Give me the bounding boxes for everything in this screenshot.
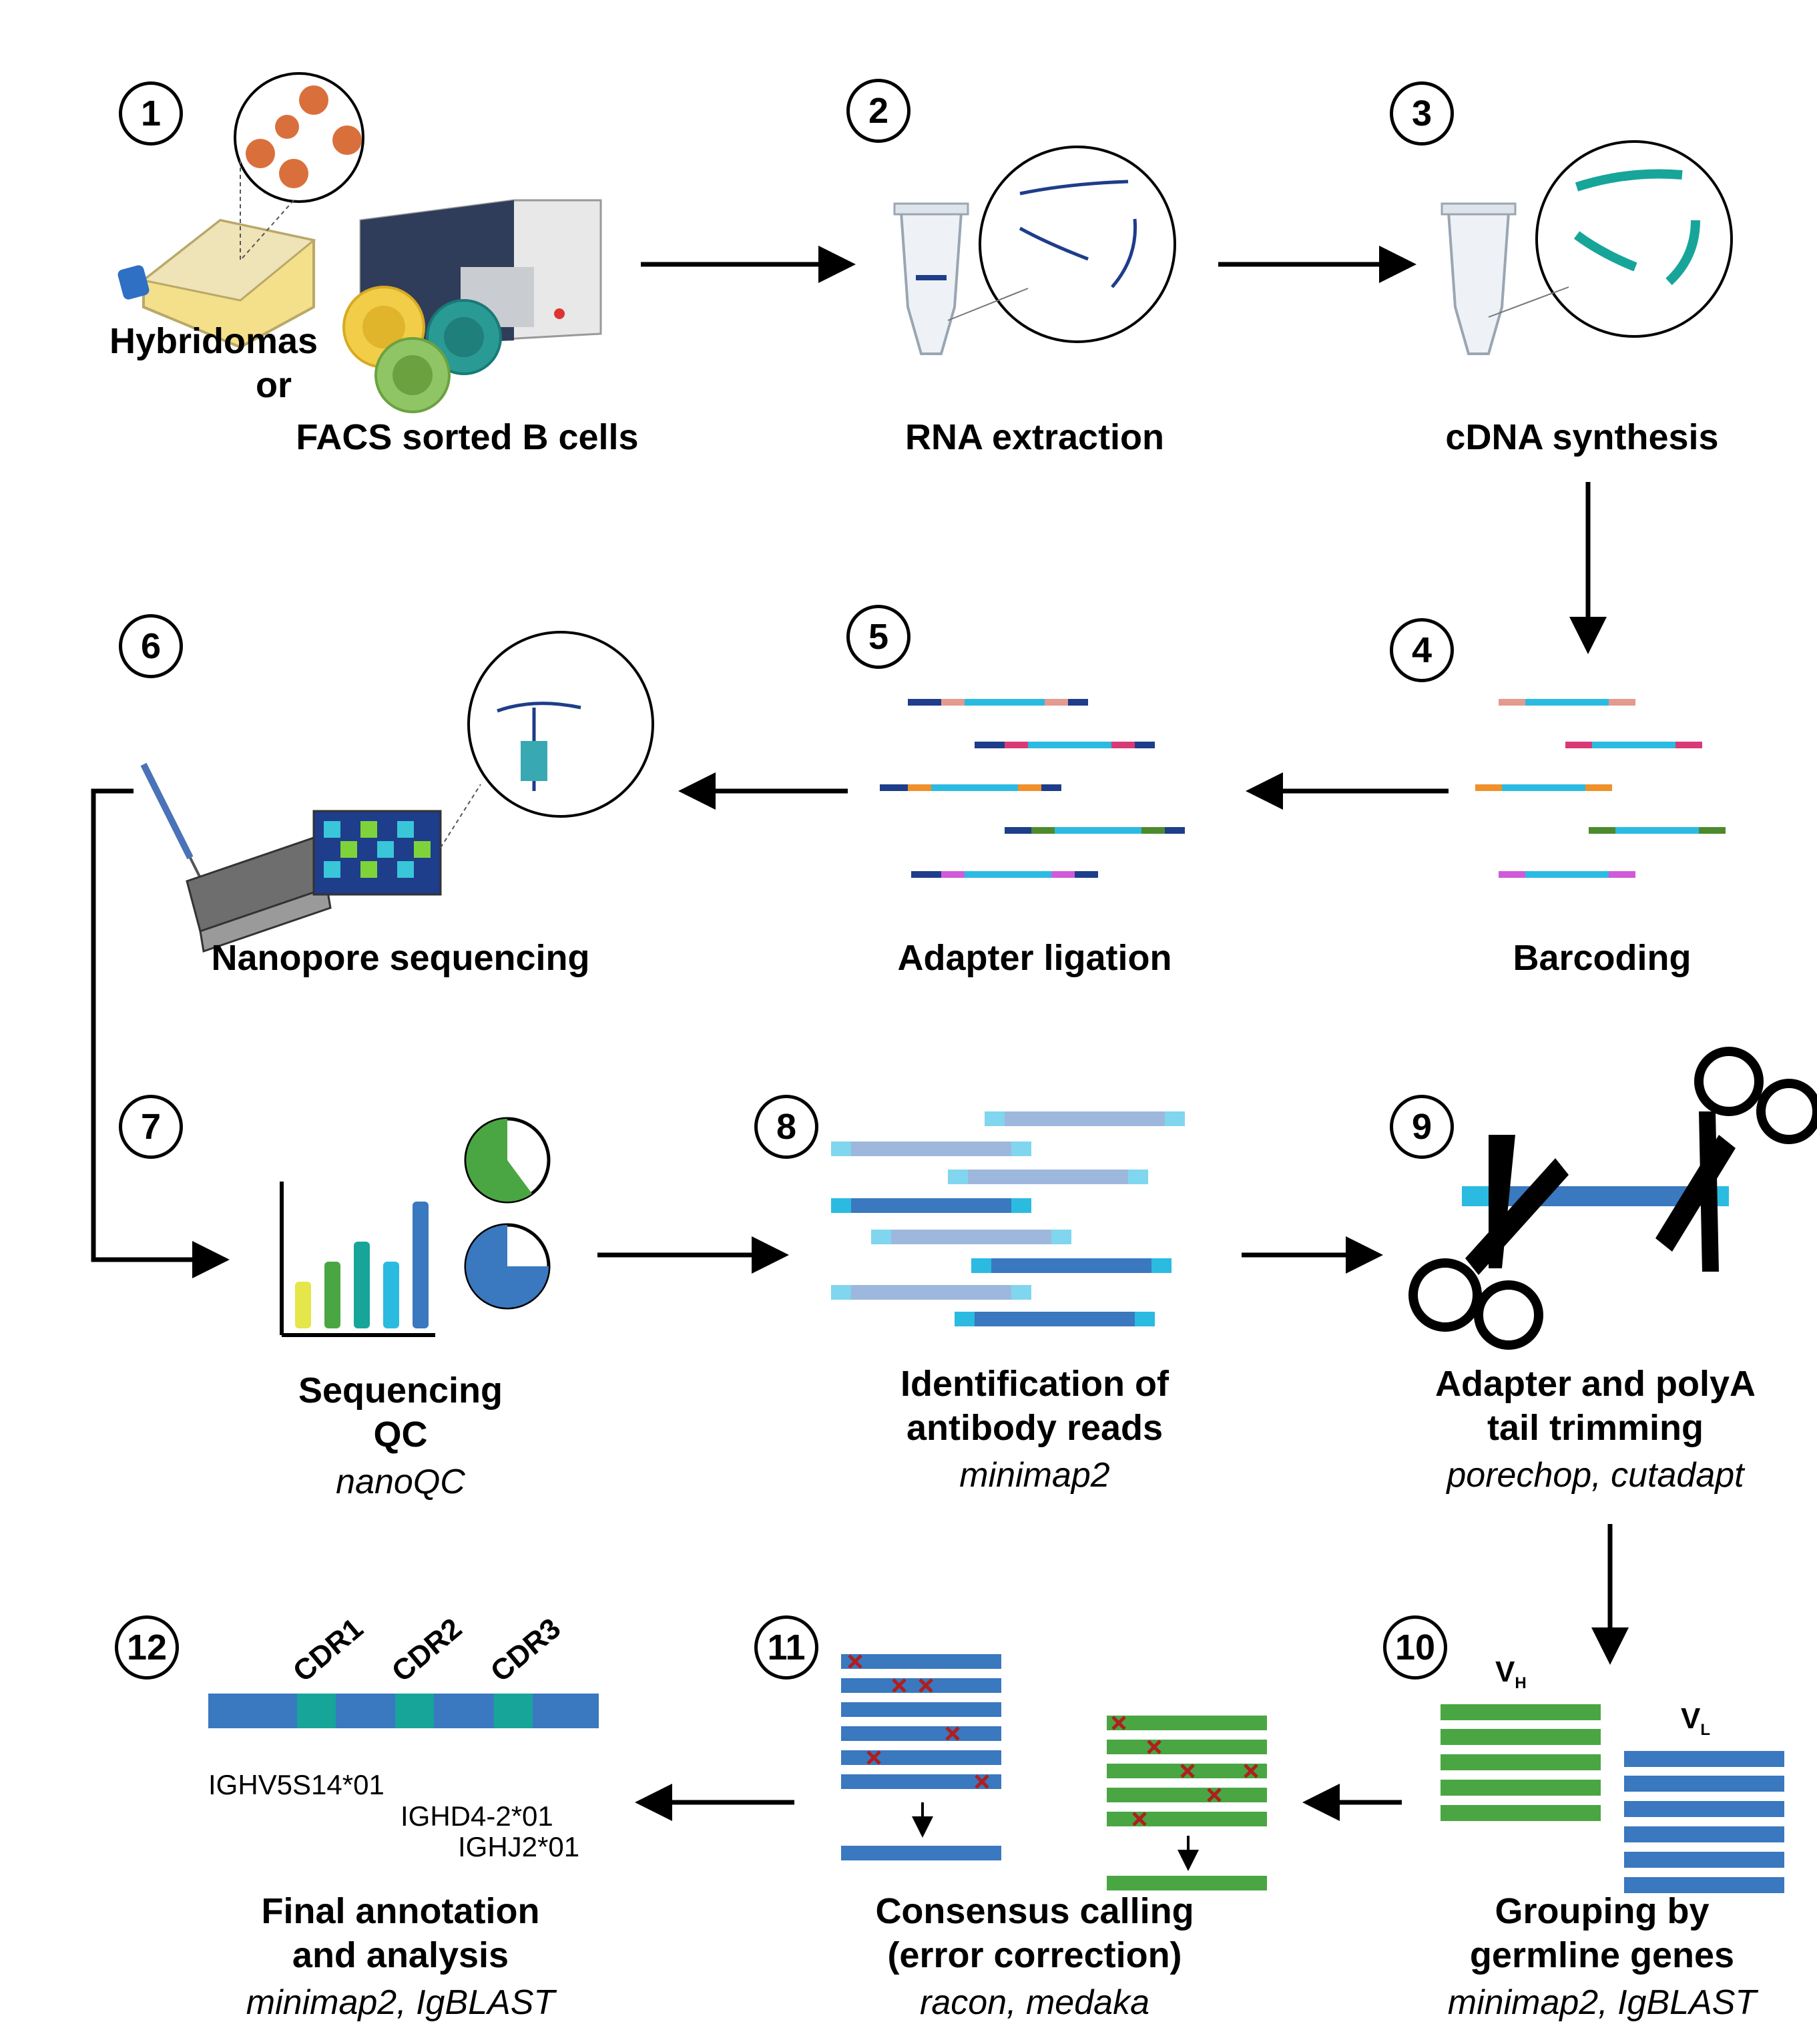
arrow-6-to-7 [91,788,230,1278]
step-7-tool: nanoQC [336,1463,465,1501]
qc-pie-charts-icon [464,1117,551,1310]
step-8-tool: minimap2 [959,1456,1110,1495]
step-10-number: 10 [1383,1615,1447,1680]
gene-j-label: IGHJ2*01 [458,1831,580,1862]
step-11-label-line-2: (error correction) [887,1935,1182,1975]
step-4-label: Barcoding [1513,938,1692,978]
cdna-zoom-circle [1488,140,1733,338]
pipette-icon [140,762,202,878]
step-1-label-line-2: or [256,365,292,405]
step-9-label-line-1: Adapter and polyA [1435,1364,1756,1404]
qc-bar-chart-icon [280,1182,435,1337]
b-cells-icon [342,286,502,413]
nanopore-zoom-circle [440,631,654,848]
green-reads-with-errors [1107,1716,1267,1890]
step-11-label-line-1: Consensus calling [875,1891,1194,1931]
rna-zoom-circle [947,146,1176,343]
blue-reads-with-errors [841,1654,1001,1860]
step-12-label-line-1: Final annotation [261,1891,540,1931]
step-9-tool: porechop, cutadapt [1447,1456,1744,1495]
gene-v-label: IGHV5S14*01 [208,1769,384,1800]
step-12-label-line-2: and analysis [292,1935,509,1975]
adapter-ligated-strands [880,699,1185,878]
gene-d-label: IGHD4-2*01 [401,1800,553,1832]
cdna-tube-icon [1441,202,1517,355]
step-5-number: 5 [846,605,911,669]
flowcell-grid-icon [312,810,442,896]
step-3-number: 3 [1390,81,1454,146]
step-5-label: Adapter ligation [897,938,1172,978]
step-12-tool: minimap2, IgBLAST [246,1983,555,2022]
step-9-number: 9 [1390,1095,1454,1159]
step-2-number: 2 [846,79,911,143]
step-3-label: cDNA synthesis [1445,417,1719,457]
step-8-number: 8 [754,1095,818,1159]
step-6-label: Nanopore sequencing [211,938,590,978]
step-1-number: 1 [119,81,183,146]
step-11-tool: racon, medaka [920,1983,1149,2022]
step-11-number: 11 [754,1615,818,1680]
step-7-label-line-2: QC [373,1415,428,1455]
hybridoma-flask-icon [117,218,316,349]
vl-group-reads [1624,1751,1784,1893]
step-8-label-line-1: Identification of [900,1364,1169,1404]
step-1-label-facs: FACS sorted B cells [296,417,639,457]
step-1-label-line-1: Hybridomas [109,321,318,361]
barcoded-strands [1475,699,1726,878]
vl-label: VL [1681,1702,1711,1739]
step-8-label-line-2: antibody reads [906,1408,1163,1448]
minion-device-icon [186,836,332,953]
step-6-number: 6 [119,614,183,678]
vh-group-reads [1441,1704,1601,1821]
step-7-label-line-1: Sequencing [298,1370,503,1411]
scissors-icon [1408,1047,1817,1350]
rna-tube-icon [893,202,969,355]
step-9-label-line-2: tail trimming [1487,1408,1704,1448]
step-4-number: 4 [1390,618,1454,682]
step-10-label-line-1: Grouping by [1495,1891,1710,1931]
step-12-number: 12 [115,1615,179,1680]
vh-label: VH [1495,1655,1527,1692]
annotated-sequence-bar [208,1694,599,1728]
flow-arrows [91,246,1629,1821]
step-2-label: RNA extraction [904,417,1165,457]
antibody-reads-icon [831,1111,1185,1326]
step-10-label-line-2: germline genes [1469,1935,1735,1975]
cell-zoom-circle [234,72,364,261]
step-10-tool: minimap2, IgBLAST [1447,1983,1757,2022]
step-7-number: 7 [119,1095,183,1159]
